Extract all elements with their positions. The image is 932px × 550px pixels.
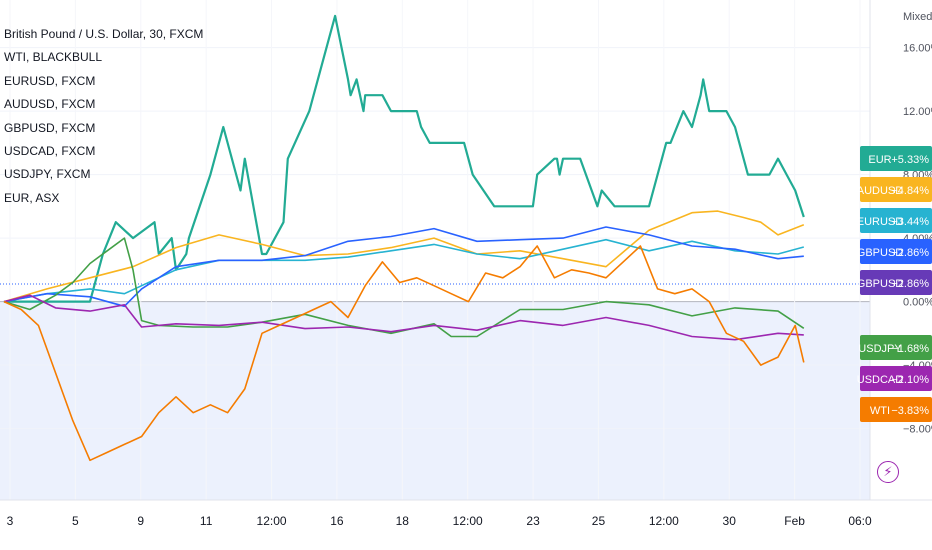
price-label-value: +3.44% (891, 216, 929, 228)
legend-title[interactable]: British Pound / U.S. Dollar, 30, FXCM (4, 27, 204, 41)
series-line-audusd (3, 210, 805, 303)
y-tick-label-4: 0.00% (903, 297, 932, 309)
x-tick-label-13: 06:0 (848, 514, 872, 528)
y-tick-label-1: 12.00% (903, 106, 932, 118)
price-label-value: +4.84% (891, 185, 929, 197)
price-label-bg (860, 397, 932, 422)
price-label-usdjpy[interactable]: USDJPY−1.68% (858, 335, 932, 360)
y-tick-label-0: 16.00% (903, 43, 932, 55)
price-label-name: GBPUSD (857, 278, 904, 290)
x-tick-label-6: 18 (396, 514, 410, 528)
x-tick-label-5: 16 (330, 514, 344, 528)
scale-mode-label[interactable]: Mixed (903, 11, 932, 23)
price-label-name: AUDUSD (857, 185, 904, 197)
x-tick-label-12: Feb (784, 514, 805, 528)
price-label-name: EURUSD (857, 216, 904, 228)
series-line-gbpusd (3, 226, 804, 308)
price-label-bg (860, 208, 932, 233)
legend-item-eur-asx[interactable]: EUR, ASX (4, 190, 60, 205)
legend-item-gbpusd[interactable]: GBPUSD, FXCM (4, 120, 96, 135)
x-tick-label-7: 12:00 (453, 514, 483, 528)
price-label-value: +2.86% (891, 247, 929, 259)
price-label-name: WTI (870, 405, 890, 417)
price-label-value: −2.10% (891, 374, 929, 386)
price-label-bg (860, 270, 932, 295)
price-label-name: USDJPY (858, 343, 902, 355)
y-tick-label-6: −8.00% (903, 424, 932, 436)
x-tick-label-0: 3 (7, 514, 14, 528)
price-label-bg (860, 366, 932, 391)
price-label-value: −1.68% (891, 343, 929, 355)
series-line-wti (3, 245, 805, 462)
price-label-name: EUR (868, 154, 891, 166)
legend: British Pound / U.S. Dollar, 30, FXCM WT… (4, 23, 203, 210)
price-label-audusd[interactable]: AUDUSD+4.84% (857, 177, 932, 202)
series-line-usdcad (3, 294, 804, 341)
price-label-usdcad[interactable]: USDCAD−2.10% (857, 366, 932, 391)
lightning-bolt-icon[interactable]: ⚡ (877, 461, 899, 483)
x-tick-label-3: 11 (200, 514, 213, 528)
legend-item-audusd[interactable]: AUDUSD, FXCM (4, 97, 96, 112)
price-label-value: +2.86% (891, 278, 929, 290)
x-tick-label-11: 30 (723, 514, 737, 528)
x-tick-label-9: 25 (592, 514, 606, 528)
legend-item-usdcad[interactable]: USDCAD, FXCM (4, 144, 96, 159)
x-tick-label-2: 9 (137, 514, 144, 528)
price-label-gbpusd-2[interactable]: GBPUSD+2.86% (857, 270, 932, 295)
x-tick-label-8: 23 (526, 514, 540, 528)
price-label-eur[interactable]: EUR +5.33% (860, 146, 932, 171)
price-label-bg (860, 177, 932, 202)
price-label-name: USDCAD (857, 374, 904, 386)
price-label-value: +5.33% (891, 154, 929, 166)
price-label-value: −3.83% (891, 405, 929, 417)
price-label-bg (860, 146, 932, 171)
legend-item-usdjpy[interactable]: USDJPY, FXCM (4, 167, 91, 182)
legend-item-eurusd[interactable]: EURUSD, FXCM (4, 73, 96, 88)
price-label-name: GBPUSD (857, 247, 904, 259)
price-label-eurusd[interactable]: EURUSD+3.44% (857, 208, 932, 233)
series-line-eurusd (3, 238, 805, 303)
series-line-eur (4, 14, 805, 303)
baseline-area (0, 301, 870, 500)
x-tick-label-1: 5 (72, 514, 79, 528)
price-label-bg (860, 239, 932, 264)
x-tick-label-4: 12:00 (257, 514, 287, 528)
price-label-bg (860, 335, 932, 360)
legend-item-wti[interactable]: WTI, BLACKBULL (4, 50, 103, 65)
price-label-wti[interactable]: WTI −3.83% (860, 397, 932, 422)
x-tick-label-10: 12:00 (649, 514, 679, 528)
price-label-gbpusd[interactable]: GBPUSD+2.86% (857, 239, 932, 264)
